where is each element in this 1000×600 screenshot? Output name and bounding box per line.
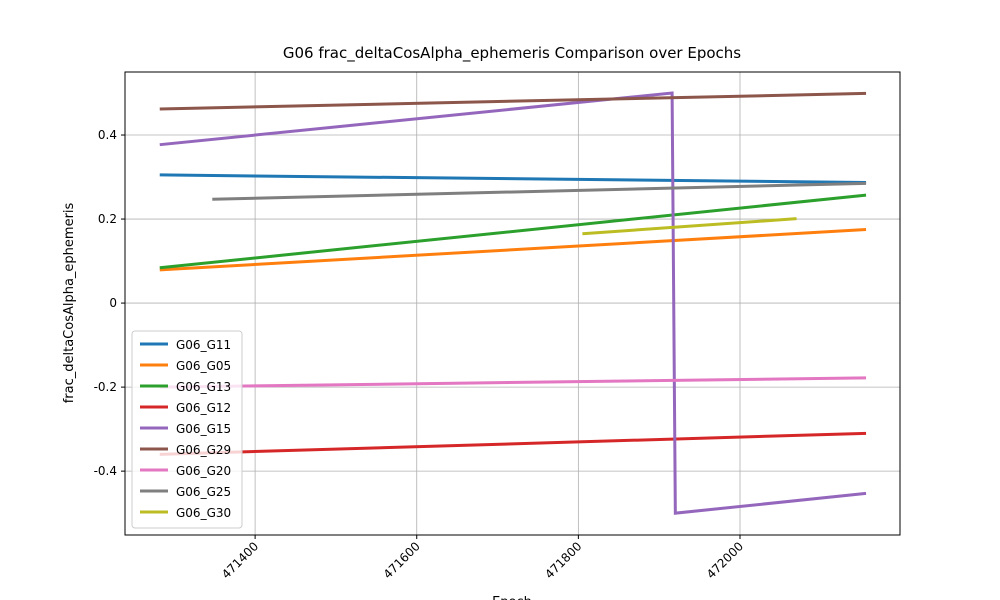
series-line [159,431,867,456]
legend-label: G06_G13 [176,380,231,394]
plot-frame [124,71,901,536]
y-tick-label: -0.4 [94,464,117,478]
series-line [159,193,867,270]
legend-label: G06_G05 [176,359,231,373]
x-axis-label: Epoch [492,595,532,600]
y-tick-label: 0 [109,296,117,310]
legend-label: G06_G11 [176,338,231,352]
series-line [159,228,867,272]
series-line [582,217,797,236]
x-tick-label: 471800 [542,539,584,581]
y-tick-label: -0.2 [94,380,117,394]
legend-label: G06_G30 [176,506,231,520]
series-line [159,173,867,184]
legend-label: G06_G29 [176,443,231,457]
legend: G06_G11 G06_G05 G06_G13 G06_G12 G06_G15 G06_G… [131,330,243,529]
series-line [159,376,867,389]
x-tick-label: 471600 [381,539,423,581]
chart-title: G06 frac_deltaCosAlpha_ephemeris Compari… [283,44,741,63]
legend-label: G06_G15 [176,422,231,436]
x-tick-label: 472000 [704,539,746,581]
x-tick-label: 471400 [219,539,261,581]
y-tick-label: 0.2 [98,212,117,226]
legend-box [131,330,243,529]
legend-label: G06_G20 [176,464,231,478]
series-line [212,181,867,201]
y-tick-label: 0.4 [98,128,117,142]
legend-label: G06_G12 [176,401,231,415]
series-line [159,91,867,111]
legend-label: G06_G25 [176,485,231,499]
series-line [159,91,867,515]
y-axis-label: frac_deltaCosAlpha_ephemeris [62,202,77,403]
